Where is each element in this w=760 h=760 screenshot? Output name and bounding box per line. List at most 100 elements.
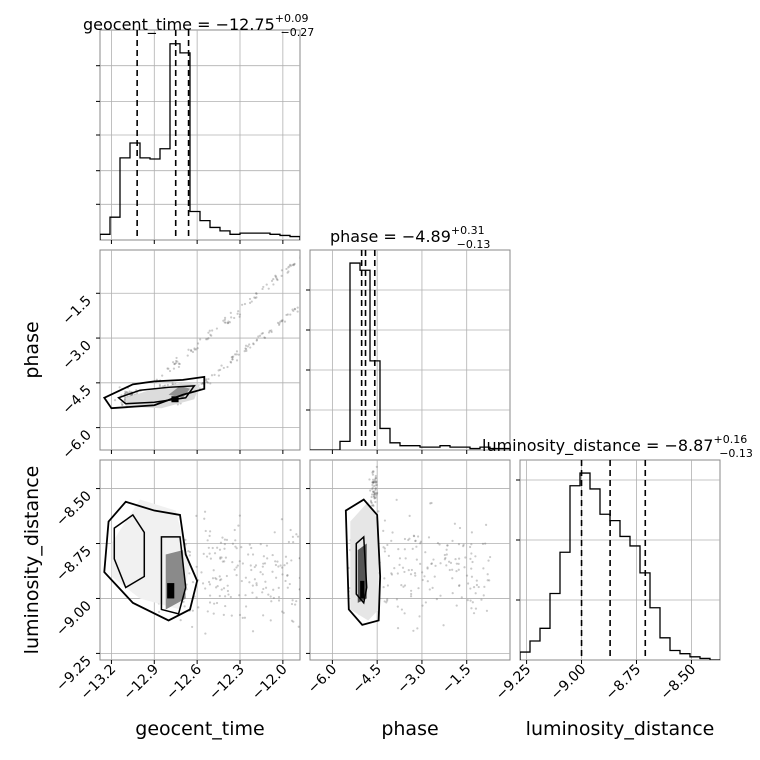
sample-point	[433, 575, 436, 578]
sample-point	[293, 307, 296, 310]
sample-point	[253, 578, 256, 581]
sample-point	[404, 557, 407, 560]
sample-point	[261, 565, 264, 568]
sample-point	[193, 347, 196, 350]
sample-point	[372, 493, 375, 496]
sample-point	[227, 320, 230, 323]
sample-point	[391, 531, 394, 534]
sample-point	[416, 627, 419, 630]
sample-point	[223, 560, 226, 563]
sample-point	[373, 478, 377, 481]
contour-outer	[344, 498, 382, 626]
sample-point	[383, 600, 386, 603]
sample-point	[226, 365, 229, 369]
sample-point	[234, 545, 237, 548]
x-tick-label: −12.0	[249, 662, 291, 704]
sample-point	[209, 530, 212, 533]
sample-point	[382, 529, 385, 532]
sample-point	[375, 494, 378, 497]
sample-point	[243, 616, 247, 619]
sample-point	[482, 567, 485, 570]
sample-point	[396, 572, 399, 575]
x-tick-label: −8.50	[658, 662, 700, 704]
sample-point	[269, 619, 272, 622]
sample-point	[221, 560, 224, 563]
sample-point	[386, 598, 389, 601]
sample-point	[120, 401, 123, 404]
sample-point	[158, 383, 162, 386]
sample-point	[191, 581, 195, 584]
sample-point	[372, 481, 375, 484]
sample-point	[403, 537, 407, 541]
sample-point	[204, 632, 207, 635]
sample-point	[130, 393, 134, 397]
sample-point	[220, 556, 223, 559]
sample-point	[218, 575, 221, 578]
sample-point	[410, 568, 413, 572]
sample-point	[372, 504, 375, 507]
sample-point	[271, 570, 274, 573]
sample-point	[244, 605, 248, 608]
sample-point	[188, 554, 191, 557]
sample-point	[298, 557, 300, 560]
sample-point	[424, 551, 427, 554]
sample-point	[205, 378, 208, 381]
sample-point	[397, 548, 400, 551]
sample-point	[243, 302, 247, 306]
sample-point	[167, 367, 170, 370]
sample-point	[125, 390, 128, 394]
sample-point	[123, 396, 126, 399]
histogram-step	[520, 472, 720, 660]
sample-point	[439, 562, 442, 565]
sample-point	[292, 620, 295, 623]
sample-point	[383, 519, 387, 522]
sample-point	[216, 546, 219, 549]
sample-point	[287, 266, 290, 269]
sample-point	[276, 560, 279, 563]
sample-point	[224, 604, 227, 608]
sample-point	[373, 493, 376, 496]
sample-point	[370, 501, 373, 505]
sample-point	[166, 383, 169, 387]
sample-point	[386, 584, 390, 587]
sample-point	[283, 564, 286, 567]
sample-point	[171, 382, 174, 385]
sample-point	[270, 329, 273, 332]
sample-point	[374, 500, 377, 504]
sample-point	[238, 514, 241, 517]
sample-point	[377, 510, 380, 513]
sample-point	[231, 356, 234, 359]
sample-point	[383, 547, 386, 550]
contour-inner	[160, 536, 187, 615]
sample-point	[238, 613, 242, 617]
sample-point	[398, 557, 402, 560]
sample-point	[417, 587, 420, 590]
sample-point	[371, 483, 374, 487]
sample-point	[408, 514, 411, 517]
sample-point	[455, 604, 458, 607]
grid	[310, 460, 510, 660]
sample-point	[270, 279, 274, 282]
sample-point	[263, 562, 267, 565]
sample-point	[412, 534, 416, 537]
sample-point	[387, 554, 390, 557]
sample-point	[448, 568, 451, 572]
sample-point	[187, 550, 190, 553]
sample-point	[436, 541, 440, 545]
sample-point	[471, 560, 474, 564]
panel-2d-geocent-phase	[99, 249, 301, 451]
panel-hist-phase: phase = −4.89+0.31 −0.13	[309, 224, 511, 451]
sample-point	[442, 624, 445, 627]
sample-point	[238, 313, 242, 316]
sample-point	[428, 588, 431, 591]
sample-point	[291, 263, 294, 266]
sample-point	[250, 300, 253, 303]
sample-point	[480, 598, 483, 601]
sample-point	[370, 493, 374, 496]
sample-point	[285, 313, 288, 317]
sample-point	[374, 496, 377, 499]
sample-point	[288, 582, 291, 586]
sample-point	[255, 292, 258, 295]
sample-point	[374, 480, 377, 483]
